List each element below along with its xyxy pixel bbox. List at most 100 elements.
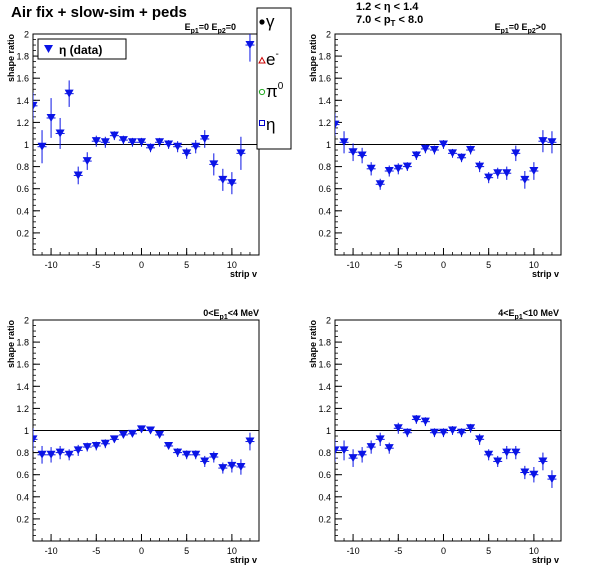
y-tick-label: 0.4 — [318, 492, 331, 502]
y-axis-label: shape ratio — [6, 319, 16, 368]
data-point — [200, 134, 210, 143]
y-tick-label: 0.4 — [16, 206, 29, 216]
data-point — [73, 446, 83, 455]
data-point — [100, 138, 110, 147]
y-tick-label: 1.6 — [318, 74, 331, 84]
y-tick-label: 1.2 — [16, 118, 29, 128]
y-tick-label: 1 — [24, 426, 29, 436]
data-point — [64, 89, 74, 98]
data-point — [37, 450, 47, 459]
x-axis-label: strip v — [532, 555, 559, 565]
data-point — [466, 424, 476, 433]
panel-label: Ep1=0 Ep2=0 — [185, 22, 236, 35]
y-tick-label: 0.2 — [318, 228, 331, 238]
data-point — [109, 435, 119, 444]
data-point — [173, 142, 183, 151]
data-point — [82, 443, 92, 452]
data-point — [402, 428, 412, 437]
y-tick-label: 1 — [24, 140, 29, 150]
x-tick-label: 0 — [139, 546, 144, 556]
legend-marker-triangle-icon — [44, 45, 53, 53]
data-legend-label: η (data) — [59, 43, 102, 57]
y-tick-label: 1 — [326, 426, 331, 436]
x-axis-label: strip v — [230, 269, 257, 279]
electron-label: e- — [266, 49, 279, 69]
data-point — [366, 443, 376, 452]
data-legend: η (data) — [37, 38, 127, 60]
electron-charge: - — [275, 49, 278, 60]
eta-range-label: 1.2 < η < 1.4 — [356, 1, 419, 13]
data-series — [335, 415, 557, 488]
data-point — [502, 448, 512, 457]
data-point — [547, 138, 557, 147]
data-point — [457, 153, 467, 162]
x-tick-label: 0 — [139, 260, 144, 270]
x-axis-label: strip v — [532, 269, 559, 279]
y-tick-label: 1.6 — [16, 74, 29, 84]
y-axis-label: shape ratio — [308, 33, 318, 82]
panel-label-text: E — [495, 22, 501, 32]
data-point — [429, 428, 439, 437]
panel-label-subscript: p2 — [218, 28, 226, 35]
data-point — [529, 167, 539, 176]
pi0-symbol: π — [266, 82, 278, 101]
x-tick-label: -10 — [347, 546, 360, 556]
x-axis-label: strip v — [230, 555, 257, 565]
y-tick-label: 1 — [326, 140, 331, 150]
y-tick-label: 1.2 — [318, 404, 331, 414]
data-point — [209, 453, 219, 462]
data-point — [420, 144, 430, 153]
panel-label-subscript: p2 — [528, 28, 536, 35]
data-point — [448, 149, 458, 158]
data-point — [335, 446, 340, 455]
data-point — [33, 101, 38, 110]
particle-legend: γ e- π0 η — [256, 7, 292, 150]
y-tick-label: 0.8 — [318, 448, 331, 458]
data-point — [511, 448, 521, 457]
x-tick-label: 10 — [227, 546, 237, 556]
data-point — [502, 169, 512, 178]
x-tick-label: 10 — [529, 546, 539, 556]
y-tick-label: 1.6 — [318, 360, 331, 370]
data-point — [348, 454, 358, 463]
y-tick-label: 1.4 — [318, 96, 331, 106]
data-series — [335, 113, 557, 190]
data-point — [209, 160, 219, 169]
data-point — [118, 136, 128, 145]
x-tick-label: -10 — [45, 546, 58, 556]
pi0-marker-icon — [258, 88, 266, 96]
data-point — [538, 137, 548, 146]
y-tick-label: 1.2 — [318, 118, 331, 128]
gamma-marker-icon — [259, 19, 265, 25]
data-point — [393, 424, 403, 433]
data-point — [191, 450, 201, 459]
chart-panel-top-left: 0.2 0.4 0.6 0.8 1 1.2 1.4 1.6 1.8 2 -10 -5 0 5 10strip… — [6, 22, 260, 279]
data-point — [357, 151, 367, 160]
y-tick-label: 1.8 — [16, 52, 29, 62]
data-point — [136, 425, 146, 434]
gamma-label: γ — [266, 12, 275, 31]
data-point — [484, 173, 494, 182]
data-point — [227, 179, 237, 188]
y-tick-label: 1.4 — [16, 96, 29, 106]
x-tick-label: -5 — [394, 546, 402, 556]
x-tick-label: -5 — [92, 260, 100, 270]
data-point — [484, 450, 494, 459]
data-point — [37, 142, 47, 151]
data-point — [73, 171, 83, 180]
chart-panel-top-right: 0.2 0.4 0.6 0.8 1 1.2 1.4 1.6 1.8 2 -10 -5 0 5 10strip… — [308, 22, 562, 279]
x-tick-label: 0 — [441, 260, 446, 270]
x-tick-label: 5 — [184, 546, 189, 556]
data-point — [466, 146, 476, 155]
y-tick-label: 1.4 — [16, 382, 29, 392]
data-point — [438, 140, 448, 149]
pt-range-prefix: 7.0 < p — [356, 14, 391, 26]
data-point — [55, 129, 65, 138]
pt-range-sub: T — [391, 19, 396, 28]
y-tick-label: 0.6 — [318, 184, 331, 194]
x-tick-label: -5 — [92, 546, 100, 556]
y-tick-label: 0.6 — [16, 470, 29, 480]
y-tick-label: 0.2 — [16, 514, 29, 524]
panel-label: Ep1=0 Ep2>0 — [495, 22, 546, 35]
